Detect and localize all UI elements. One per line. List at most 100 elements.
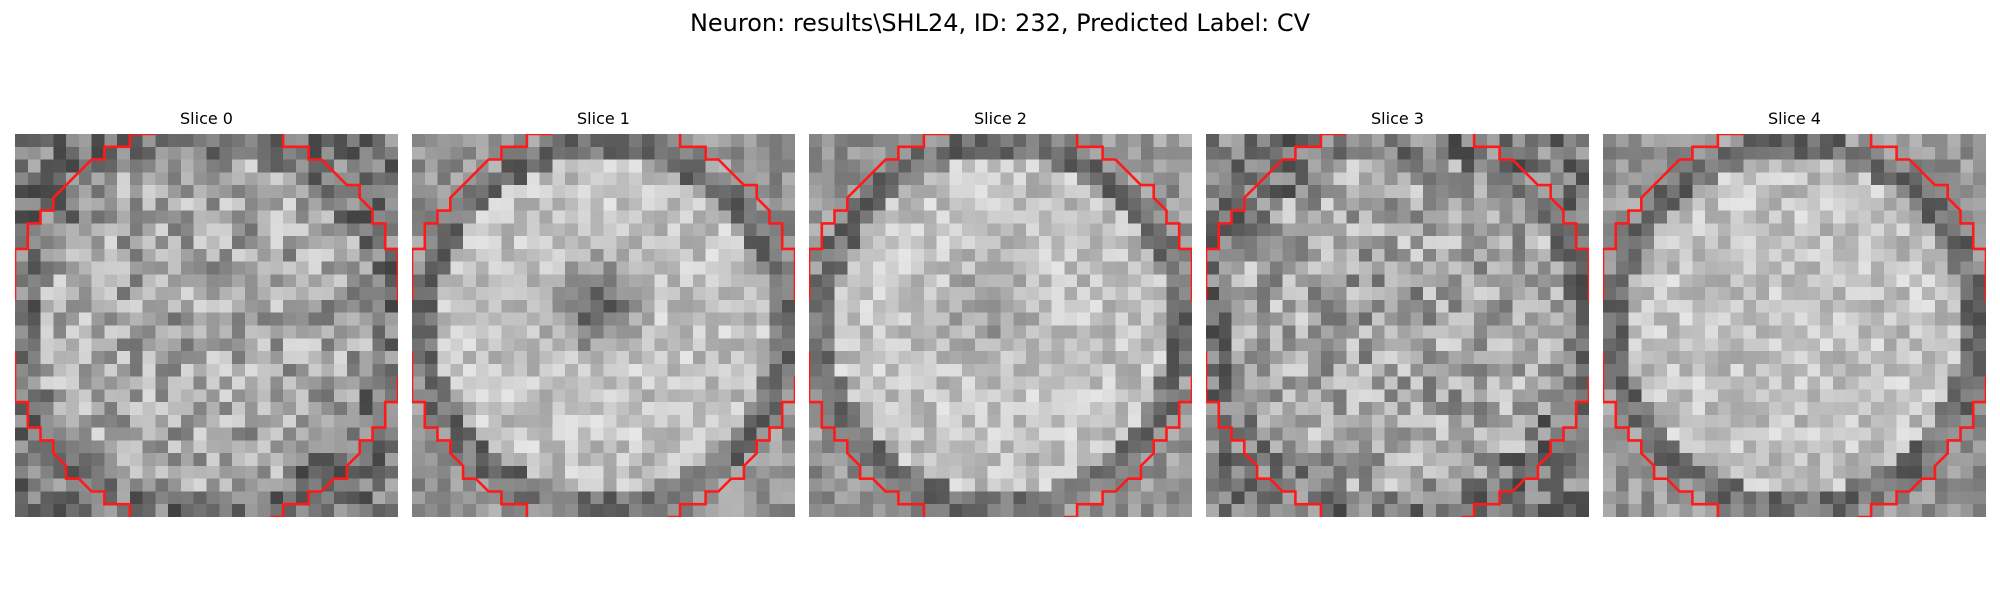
pixel <box>1871 299 1885 314</box>
pixel <box>962 185 976 199</box>
pixel <box>860 134 874 148</box>
pixel <box>962 427 976 441</box>
pixel <box>1871 236 1885 250</box>
pixel <box>385 351 398 365</box>
pixel <box>1909 491 1923 505</box>
pixel <box>1845 185 1859 199</box>
pixel <box>1423 504 1437 517</box>
pixel <box>667 363 681 378</box>
pixel <box>872 427 887 441</box>
pixel <box>308 338 322 352</box>
pixel <box>885 299 899 314</box>
pixel <box>539 299 553 314</box>
pixel <box>283 363 297 378</box>
pixel <box>1807 287 1821 301</box>
pixel <box>1576 414 1589 429</box>
pixel <box>270 440 284 454</box>
pixel <box>1679 312 1693 326</box>
pixel <box>860 453 874 467</box>
pixel <box>1231 146 1245 161</box>
pixel <box>1692 159 1706 173</box>
pixel <box>1717 172 1732 186</box>
pixel <box>1871 465 1885 480</box>
pixel <box>1820 478 1834 492</box>
pixel <box>1295 402 1309 416</box>
pixel <box>1947 172 1961 186</box>
pixel <box>1140 376 1155 390</box>
pixel <box>1308 338 1322 352</box>
pixel <box>308 351 322 365</box>
pixel <box>15 440 29 454</box>
pixel <box>1743 478 1757 492</box>
pixel <box>321 504 335 517</box>
pixel <box>1244 491 1258 505</box>
pixel <box>769 363 783 378</box>
pixel <box>641 146 656 161</box>
pixel <box>129 478 144 492</box>
pixel <box>1461 376 1475 390</box>
pixel <box>104 261 118 275</box>
pixel <box>1244 248 1258 263</box>
pixel <box>1102 504 1116 517</box>
pixel <box>437 197 451 212</box>
pixel <box>1486 312 1501 326</box>
pixel <box>1179 287 1192 301</box>
pixel <box>27 312 42 326</box>
pixel <box>501 389 515 403</box>
pixel <box>142 159 156 173</box>
pixel <box>1257 363 1271 378</box>
pixel <box>1603 236 1617 250</box>
pixel <box>782 453 795 467</box>
pixel <box>860 351 874 365</box>
pixel <box>1218 146 1233 161</box>
pixel <box>1384 261 1398 275</box>
pixel <box>412 414 426 429</box>
pixel <box>962 414 976 429</box>
pixel <box>1423 414 1437 429</box>
pixel <box>1525 223 1539 237</box>
pixel <box>1973 146 1986 161</box>
pixel <box>321 210 335 224</box>
pixel <box>769 414 783 429</box>
pixel <box>911 197 925 212</box>
pixel <box>1499 351 1513 365</box>
pixel <box>1525 287 1539 301</box>
pixel <box>1960 504 1974 517</box>
pixel <box>232 312 246 326</box>
pixel <box>346 389 361 403</box>
pixel <box>847 338 861 352</box>
pixel <box>66 465 80 480</box>
pixel <box>1166 414 1180 429</box>
pixel <box>346 402 361 416</box>
pixel <box>1435 325 1450 339</box>
pixel <box>463 197 477 212</box>
pixel <box>962 402 976 416</box>
pixel <box>40 325 54 339</box>
pixel <box>155 376 169 390</box>
pixel <box>1768 465 1783 480</box>
pixel <box>743 159 758 173</box>
pixel <box>1781 504 1795 517</box>
pixel <box>104 146 118 161</box>
pixel <box>809 287 823 301</box>
pixel <box>1333 465 1347 480</box>
pixel <box>731 223 745 237</box>
pixel <box>437 440 451 454</box>
pixel <box>91 504 105 517</box>
pixel <box>91 453 105 467</box>
pixel <box>1628 363 1642 378</box>
pixel <box>539 491 553 505</box>
pixel <box>334 299 348 314</box>
pixel <box>1654 453 1668 467</box>
pixel <box>1346 185 1360 199</box>
pixel <box>232 427 246 441</box>
pixel <box>1218 248 1233 263</box>
pixel <box>1051 261 1065 275</box>
pixel <box>1486 389 1501 403</box>
pixel <box>1845 159 1859 173</box>
pixel <box>1909 261 1923 275</box>
pixel <box>1909 274 1923 288</box>
pixel <box>1794 325 1808 339</box>
pixel <box>1038 465 1053 480</box>
pixel <box>923 440 938 454</box>
